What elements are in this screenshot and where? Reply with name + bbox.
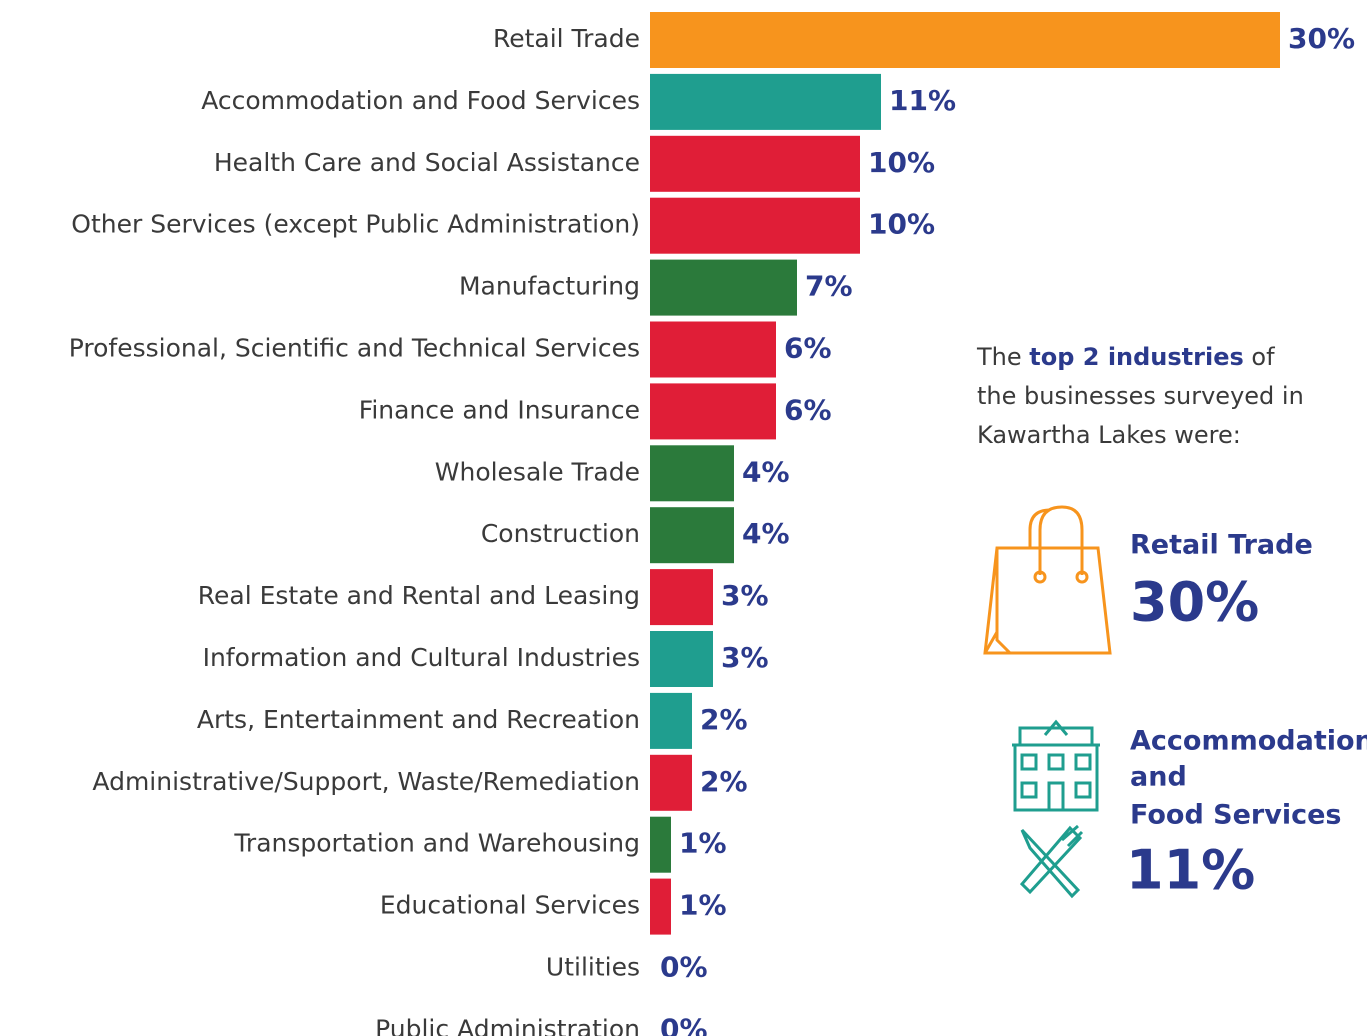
- value-label: 0%: [660, 1012, 708, 1036]
- category-label: Utilities: [546, 953, 640, 982]
- bag-icon: [983, 505, 1112, 655]
- value-label: 3%: [721, 641, 769, 674]
- bar: [650, 135, 860, 192]
- highlight-name: and: [1130, 762, 1187, 793]
- bar: [650, 569, 713, 626]
- category-label: Finance and Insurance: [359, 395, 640, 424]
- bar: [650, 12, 1280, 68]
- intro-line: the businesses surveyed in: [977, 382, 1304, 410]
- value-label: 7%: [805, 270, 853, 303]
- bar: [650, 197, 860, 254]
- value-label: 30%: [1288, 22, 1355, 55]
- bar: [650, 507, 734, 564]
- intro-line: The top 2 industries of: [976, 343, 1275, 371]
- value-label: 10%: [868, 146, 935, 179]
- category-label: Manufacturing: [459, 272, 640, 301]
- bar: [650, 383, 776, 440]
- intro-bold: top 2 industries: [1029, 343, 1244, 371]
- value-label: 1%: [679, 827, 727, 860]
- bar: [650, 445, 734, 502]
- category-label: Educational Services: [380, 891, 640, 920]
- value-label: 2%: [700, 765, 748, 798]
- bar: [650, 321, 776, 378]
- value-label: 0%: [660, 951, 708, 984]
- category-label: Public Administration: [375, 1014, 640, 1036]
- value-label: 6%: [784, 332, 832, 365]
- category-label: Professional, Scientific and Technical S…: [69, 334, 640, 363]
- bar: [650, 878, 671, 935]
- value-label: 4%: [742, 517, 790, 550]
- bar: [650, 73, 881, 130]
- category-label: Administrative/Support, Waste/Remediatio…: [92, 767, 640, 796]
- category-label: Construction: [481, 519, 640, 548]
- category-label: Arts, Entertainment and Recreation: [197, 705, 640, 734]
- intro-text: The: [976, 343, 1029, 371]
- bar: [650, 692, 692, 749]
- cutlery-icon: [1019, 824, 1084, 899]
- value-label: 6%: [784, 393, 832, 426]
- bar: [650, 754, 692, 811]
- value-label: 4%: [742, 455, 790, 488]
- category-label: Other Services (except Public Administra…: [71, 210, 640, 239]
- highlight-name: Retail Trade: [1130, 530, 1313, 561]
- intro-line: Kawartha Lakes were:: [977, 421, 1241, 449]
- category-label: Information and Cultural Industries: [203, 643, 640, 672]
- bar: [650, 816, 671, 873]
- value-label: 1%: [679, 889, 727, 922]
- category-label: Transportation and Warehousing: [233, 829, 640, 858]
- bar: [650, 259, 797, 316]
- bars: Retail Trade 30% Accommodation and Food Se…: [69, 12, 1355, 1036]
- highlight-name: Accommodation: [1130, 726, 1367, 757]
- value-label: 2%: [700, 703, 748, 736]
- value-label: 10%: [868, 208, 935, 241]
- category-label: Wholesale Trade: [435, 457, 640, 486]
- highlight-name: Food Services: [1130, 800, 1342, 831]
- value-label: 3%: [721, 579, 769, 612]
- highlight-value: 30%: [1130, 571, 1259, 634]
- category-label: Accommodation and Food Services: [201, 86, 640, 115]
- category-label: Real Estate and Rental and Leasing: [198, 581, 640, 610]
- bar: [650, 631, 713, 687]
- highlight-value: 11%: [1126, 839, 1255, 902]
- intro-text: of: [1244, 343, 1275, 371]
- building-icon: [1012, 719, 1100, 812]
- value-label: 11%: [889, 84, 956, 117]
- category-label: Health Care and Social Assistance: [214, 148, 640, 177]
- category-label: Retail Trade: [493, 24, 640, 53]
